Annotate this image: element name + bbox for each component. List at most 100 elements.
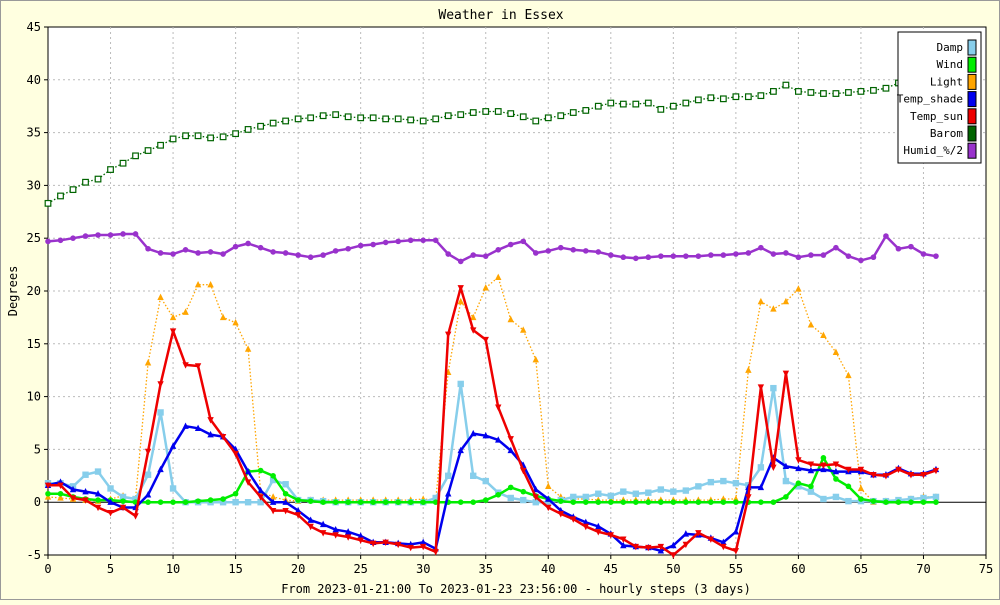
data-point (107, 510, 114, 517)
data-point (382, 239, 389, 246)
data-point (244, 467, 252, 475)
data-point (332, 499, 339, 506)
data-point (195, 250, 201, 256)
data-point (219, 434, 227, 441)
data-point (457, 380, 464, 388)
data-point (107, 498, 114, 505)
x-tick-label: 0 (44, 562, 51, 576)
data-point (232, 450, 239, 458)
data-point (545, 482, 552, 490)
data-point (932, 467, 940, 475)
data-point (932, 493, 940, 501)
data-point (132, 231, 139, 237)
data-point (82, 487, 89, 495)
data-point (545, 495, 552, 502)
data-point (257, 499, 264, 506)
y-tick-label: 25 (27, 231, 41, 245)
data-point (482, 477, 489, 485)
data-point (595, 522, 602, 530)
data-point (144, 147, 152, 154)
data-point (758, 244, 764, 251)
data-point (870, 498, 877, 504)
data-point (832, 461, 840, 468)
data-point (420, 499, 427, 506)
data-point (807, 488, 815, 495)
data-point (582, 248, 589, 254)
data-point (733, 251, 739, 257)
data-point (219, 499, 227, 506)
data-point (257, 486, 264, 494)
data-point (745, 494, 752, 501)
data-point (145, 499, 151, 506)
data-point (682, 487, 690, 494)
data-point (820, 331, 827, 339)
data-point (695, 483, 702, 490)
data-point (519, 113, 527, 121)
data-point (332, 248, 339, 254)
data-point (857, 88, 865, 95)
series-line (48, 286, 937, 557)
data-point (832, 348, 840, 355)
data-point (457, 111, 465, 119)
data-point (670, 552, 677, 559)
data-point (119, 504, 127, 512)
legend-label: Barom (930, 127, 963, 140)
legend: Damp Wind Light Temp_shade Temp_sun Barom Humi… (897, 31, 982, 164)
data-point (607, 99, 615, 107)
data-point (345, 245, 351, 252)
data-point (144, 491, 152, 498)
data-point (57, 237, 64, 244)
data-point (832, 493, 840, 501)
data-point (769, 88, 777, 95)
data-point (294, 115, 302, 123)
data-point (69, 186, 77, 194)
data-point (582, 518, 589, 525)
legend-swatch (967, 73, 977, 90)
data-point (332, 532, 339, 539)
data-point (382, 499, 389, 506)
data-point (344, 528, 352, 535)
data-point (783, 250, 789, 256)
data-point (820, 90, 827, 97)
data-point (445, 490, 452, 497)
data-point (770, 251, 777, 257)
series-humid-2 (45, 231, 939, 265)
data-point (632, 490, 640, 497)
data-point (595, 529, 602, 536)
data-point (707, 536, 715, 543)
data-point (269, 476, 277, 484)
data-point (744, 93, 752, 101)
data-point (257, 244, 264, 251)
data-point (182, 499, 189, 506)
data-point (620, 541, 627, 549)
data-point (532, 499, 539, 506)
data-point (683, 253, 689, 259)
data-point (657, 105, 665, 113)
y-tick-label: 35 (27, 126, 41, 140)
data-point (682, 541, 690, 549)
data-point (657, 547, 665, 554)
legend-label: Temp_shade (897, 93, 963, 106)
data-point (807, 321, 815, 328)
data-point (319, 112, 327, 120)
x-tick-label: 20 (291, 562, 305, 576)
data-point (482, 108, 490, 115)
data-point (370, 241, 376, 248)
data-point (782, 462, 790, 469)
data-point (195, 498, 201, 504)
data-point (470, 472, 477, 479)
data-point (145, 245, 151, 252)
data-point (645, 544, 652, 552)
data-point (870, 472, 877, 479)
data-point (94, 504, 102, 512)
data-point (319, 520, 327, 528)
data-point (920, 251, 927, 257)
y-tick-label: 45 (27, 20, 41, 34)
data-point (732, 93, 740, 101)
data-point (482, 253, 489, 259)
data-point (820, 462, 827, 469)
data-point (695, 253, 702, 259)
data-point (832, 90, 840, 97)
data-point (144, 359, 152, 366)
data-point (282, 498, 289, 505)
